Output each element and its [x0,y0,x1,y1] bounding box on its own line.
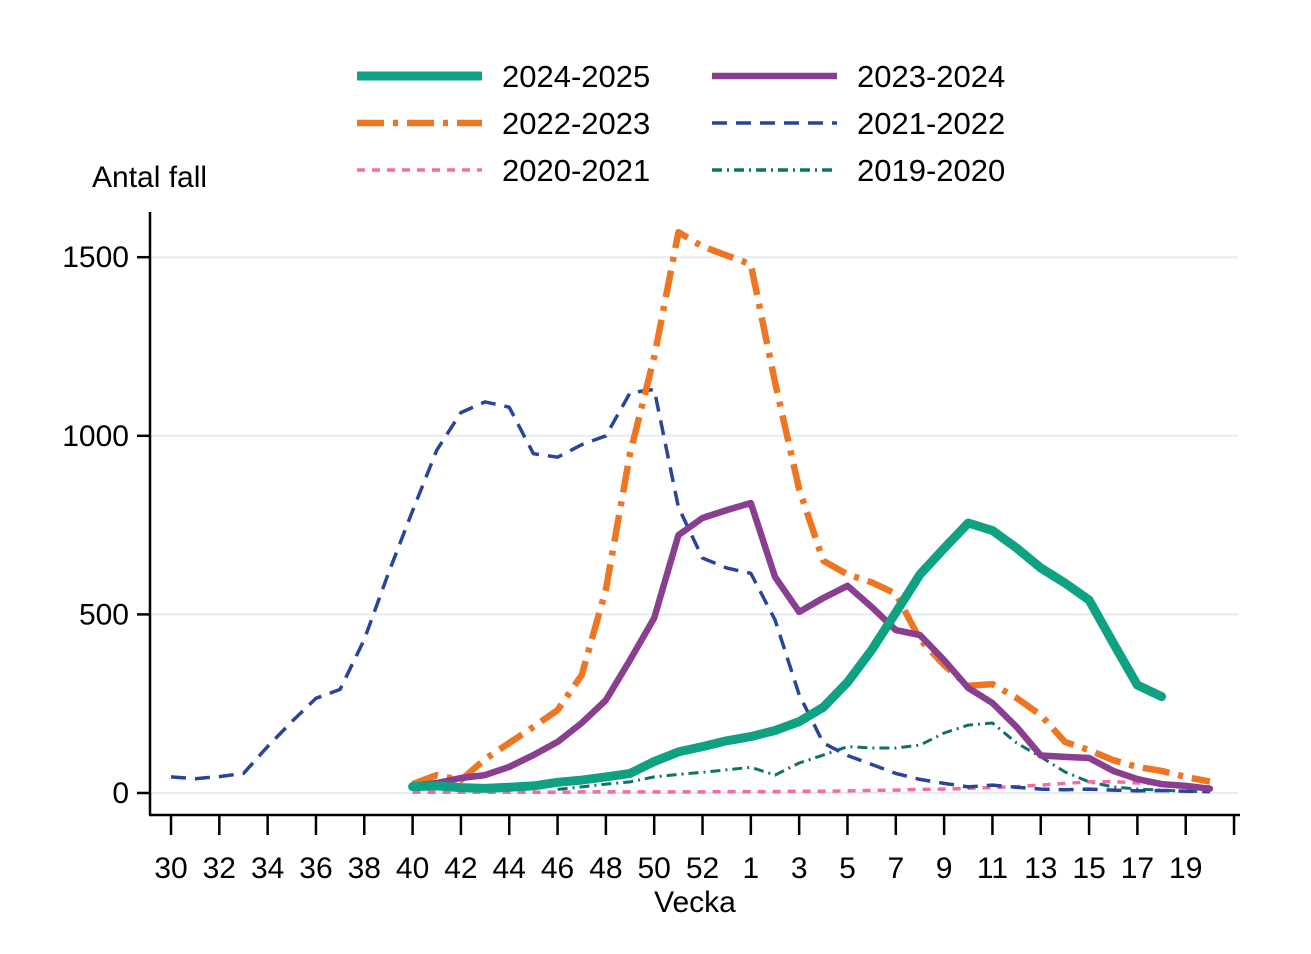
y-tick-label: 1000 [62,420,129,453]
legend-label-2020-2021: 2020-2021 [502,153,650,188]
series-line-2021-2022 [170,387,1210,794]
legend-item-2021-2022: 2021-2022 [712,106,1005,141]
x-tick-label: 44 [493,852,526,885]
x-tick-label: 38 [348,852,381,885]
series-line-2023-2024 [409,499,1214,792]
x-tick-label: 50 [638,852,671,885]
y-axis-title: Antal fall [92,161,208,194]
x-tick-label: 32 [203,852,236,885]
x-tick-label: 11 [977,852,1008,885]
legend-item-2019-2020: 2019-2020 [712,153,1005,188]
x-tick-label: 1 [742,852,759,885]
x-tick-label: 36 [299,852,332,885]
y-tick-label: 0 [112,777,129,810]
legend-item-2022-2023: 2022-2023 [357,106,650,141]
x-tick-label: 42 [444,852,477,885]
x-tick-label: 7 [887,852,904,885]
x-tick-label: 48 [589,852,622,885]
x-tick-label: 34 [251,852,284,885]
series-line-2024-2025 [408,518,1167,793]
legend-label-2022-2023: 2022-2023 [502,106,650,141]
x-tick-label: 13 [1024,852,1057,885]
legend-item-2020-2021: 2020-2021 [357,153,650,188]
legend-label-2021-2022: 2021-2022 [857,106,1005,141]
series-line-2022-2023 [411,228,1211,788]
x-tick-label: 46 [541,852,574,885]
series-line-2019-2020 [557,721,1210,794]
x-tick-label: 15 [1072,852,1105,885]
x-tick-label: 40 [396,852,429,885]
legend-label-2023-2024: 2023-2024 [857,59,1005,94]
legend-label-2024-2025: 2024-2025 [502,59,650,94]
x-tick-label: 52 [686,852,719,885]
x-tick-label: 30 [154,852,187,885]
legend-item-2023-2024: 2023-2024 [712,59,1005,94]
x-axis-title: Vecka [654,886,736,919]
series-line-2020-2021 [412,779,1210,795]
legend-item-2024-2025: 2024-2025 [357,59,650,94]
x-tick-label: 5 [839,852,856,885]
legend-label-2019-2020: 2019-2020 [857,153,1005,188]
x-tick-label: 19 [1169,852,1202,885]
x-tick-label: 9 [936,852,953,885]
x-tick-label: 3 [791,852,808,885]
y-tick-label: 1500 [62,241,129,274]
x-tick-label: 17 [1121,852,1154,885]
y-tick-label: 500 [79,598,129,631]
